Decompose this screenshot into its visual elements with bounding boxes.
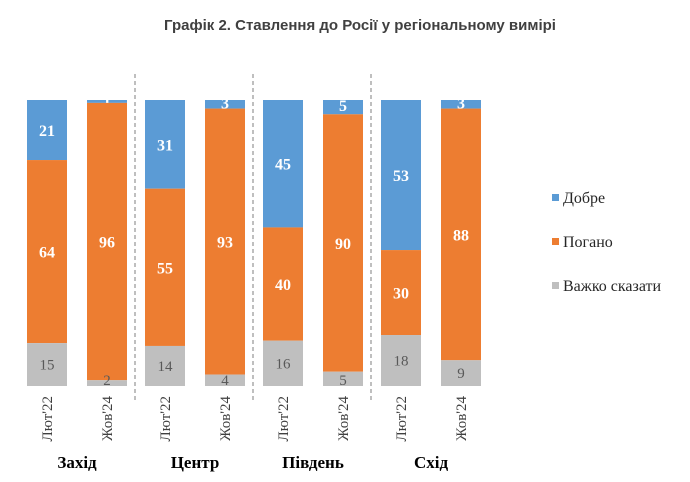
data-label: 16 [276, 356, 292, 372]
data-label: 45 [275, 157, 291, 174]
data-label: 9 [457, 366, 465, 382]
bar-label: Лют'22 [158, 396, 174, 441]
data-label: 14 [158, 359, 174, 375]
legend-swatch-погано [552, 238, 559, 245]
bar-segment-погано [27, 160, 67, 344]
chart-title: Графік 2. Ставлення до Росії у регіональ… [164, 17, 556, 34]
data-label: 96 [99, 235, 115, 252]
legend: Добре Погано Важко сказати [552, 190, 662, 295]
data-label: 1 [103, 92, 111, 109]
data-label: 55 [157, 260, 173, 277]
legend-swatch-добре [552, 194, 559, 201]
data-label: 5 [339, 373, 347, 389]
bar-segment-погано [441, 108, 481, 361]
bar-segment-важко-сказати [145, 345, 185, 386]
data-label: 53 [393, 168, 409, 185]
data-label: 3 [221, 95, 229, 112]
bar-label: Жов'24 [336, 396, 352, 441]
data-label: 88 [453, 227, 469, 244]
bar-segment-важко-сказати [27, 343, 67, 386]
bar-segment-важко-сказати [263, 340, 303, 386]
legend-entry: Важко сказати [563, 278, 662, 295]
bar-segment-погано [145, 188, 185, 346]
data-label: 3 [457, 95, 465, 112]
bar-segment-добре [205, 100, 245, 109]
bar-segment-погано [87, 102, 127, 381]
data-label: 64 [39, 245, 55, 262]
region-label: Схід [414, 453, 449, 472]
region-label: Захід [57, 453, 97, 472]
bar-segment-добре [145, 100, 185, 189]
data-label: 21 [39, 123, 55, 140]
bar-label: Жов'24 [218, 396, 234, 441]
data-label: 31 [157, 137, 173, 154]
bar-segment-погано [263, 227, 303, 341]
bar-segment-добре [27, 100, 67, 161]
data-label: 93 [217, 235, 233, 252]
bar-label: Лют'22 [40, 396, 56, 441]
data-label: 90 [335, 236, 351, 253]
bar-segment-добре [381, 100, 421, 251]
bar-segment-важко-сказати [381, 335, 421, 386]
region-label: Центр [171, 453, 220, 472]
bar-segment-погано [381, 250, 421, 336]
data-label: 18 [394, 354, 409, 370]
bar-segment-важко-сказати [441, 360, 481, 386]
data-label: 2 [103, 373, 111, 389]
bar-segment-добре [323, 100, 363, 115]
bar-label: Лют'22 [276, 396, 292, 441]
bar-segment-добре [87, 100, 127, 103]
bar-segment-добре [263, 100, 303, 228]
bar-segment-важко-сказати [323, 371, 363, 386]
data-label: 15 [40, 358, 55, 374]
data-label: 40 [275, 277, 291, 294]
bar-segment-добре [441, 100, 481, 109]
bar-segment-погано [323, 114, 363, 372]
bar-label: Лют'22 [394, 396, 410, 441]
bar-label: Жов'24 [100, 396, 116, 441]
data-label: 4 [221, 373, 229, 389]
region-label: Південь [282, 453, 344, 472]
legend-entry: Погано [563, 234, 613, 251]
bar-label: Жов'24 [454, 396, 470, 441]
legend-swatch-важко-сказати [552, 282, 559, 289]
bar-segment-важко-сказати [205, 374, 245, 386]
data-label: 5 [339, 98, 347, 115]
legend-entry: Добре [563, 190, 605, 207]
data-label: 30 [393, 286, 409, 303]
plot-area: 216415Лют'221962Жов'24Захід315514Лют'223… [27, 74, 481, 472]
bar-segment-важко-сказати [87, 380, 127, 386]
bar-segment-погано [205, 108, 245, 375]
